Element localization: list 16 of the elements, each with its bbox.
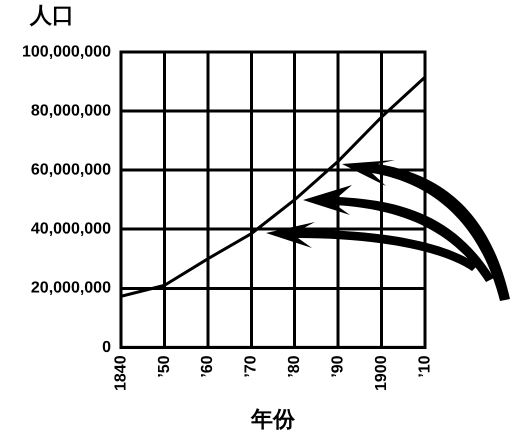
x-tick-label: ’90 [330, 355, 347, 378]
x-tick-label: ’60 [199, 355, 216, 378]
y-tick-label: 80,000,000 [30, 102, 112, 120]
y-tick-label: 20,000,000 [30, 280, 112, 297]
x-tick-label: 1900 [372, 355, 390, 391]
y-tick-label: 100,000,000 [22, 43, 112, 60]
y-tick-label: 0 [102, 338, 112, 356]
y-axis-title: 人口 [29, 4, 74, 29]
x-tick-label: ’80 [286, 355, 304, 378]
x-tick-label: ’50 [156, 355, 173, 378]
x-tick-label: 1840 [112, 355, 130, 391]
x-tick-label: ’70 [242, 355, 260, 378]
y-tick-label: 40,000,000 [30, 220, 112, 238]
x-tick-label: ’10 [416, 355, 434, 378]
x-axis-title: 年份 [250, 408, 296, 433]
y-tick-label: 60,000,000 [30, 162, 112, 179]
